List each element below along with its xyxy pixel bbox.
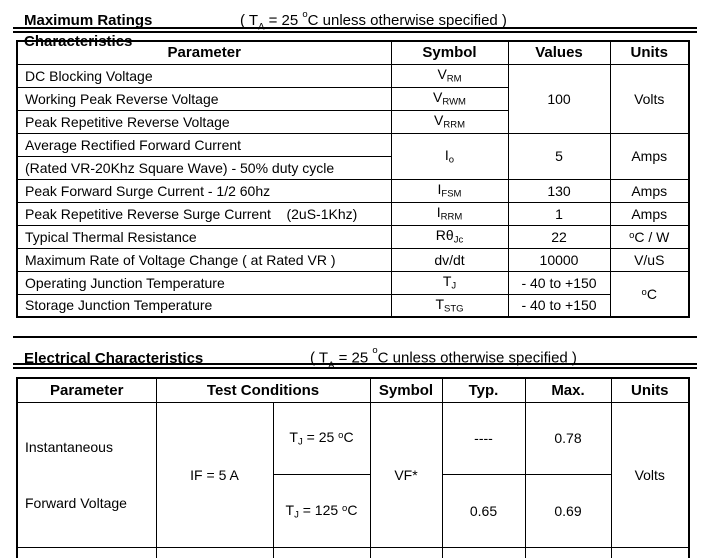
max-cell: 200 (524, 546, 612, 558)
units-cell: Amps (609, 201, 690, 226)
symbol-cell: IR* (369, 546, 443, 558)
value-cell: 130 (507, 178, 611, 203)
table-row: Typical Thermal Resistance RθJc 22 oC / … (16, 224, 690, 249)
typ-cell: ---- (441, 401, 526, 475)
col-header-max: Max. (524, 377, 612, 403)
col-header-parameter: Parameter (16, 40, 392, 65)
condition-cell: At VRM (155, 546, 274, 558)
value-cell: 10000 (507, 247, 611, 272)
param-line-2: Forward Voltage (25, 494, 127, 511)
col-header-test-conditions: Test Conditions (155, 377, 371, 403)
symbol-cell: VF* (369, 401, 443, 548)
col-header-units: Units (610, 377, 690, 403)
units-cell: oC (609, 270, 690, 318)
param-cell: Storage Junction Temperature (16, 293, 392, 318)
table-row: Storage Junction Temperature TSTG - 40 t… (16, 293, 689, 318)
param-cell: Typical Thermal Resistance (16, 224, 392, 249)
double-rule (13, 363, 697, 369)
value-cell: - 40 to +150 (507, 270, 611, 295)
symbol-cell: dv/dt (390, 247, 509, 272)
units-cell: Volts (609, 63, 690, 134)
electrical-temperature-note: ( TA = 25 oC unless otherwise specified … (310, 345, 577, 371)
param-cell: Instantaneous Forward Voltage (16, 401, 157, 548)
units-cell: Amps (609, 132, 690, 180)
condition-temp-cell: TJ = 25 oC (272, 401, 371, 475)
table-row: Operating Junction Temperature TJ - 40 t… (16, 270, 690, 318)
condition-temp-cell: TJ = 25 oC (272, 546, 371, 558)
condition-cell: IF = 5 A (155, 401, 274, 548)
value-cell: 5 (507, 132, 611, 180)
value-cell: 22 (507, 224, 611, 249)
table-row: TJ = 125 oC 0.65 0.69 (17, 474, 689, 548)
max-ratings-title: Maximum Ratings Characteristics (24, 11, 153, 50)
param-cell: Peak Forward Surge Current - 1/2 60hz (16, 178, 392, 203)
max-ratings-table: Parameter Symbol Values Units DC Blockin… (16, 40, 690, 318)
param-cell: Working Peak Reverse Voltage (16, 86, 392, 111)
value-cell: 1 (507, 201, 611, 226)
symbol-cell: RθJc (390, 224, 509, 249)
condition-temp-cell: TJ = 125 oC (272, 474, 371, 548)
col-header-symbol: Symbol (390, 40, 509, 65)
table-row: Maximum Rate of Voltage Change ( at Rate… (16, 247, 690, 272)
param-line-1: Instantaneous (25, 438, 113, 455)
symbol-cell: Io (390, 132, 509, 180)
electrical-table: Parameter Test Conditions Symbol Typ. Ma… (16, 377, 690, 558)
value-cell: 100 (507, 63, 611, 134)
col-header-units: Units (609, 40, 690, 65)
table-row: Instantaneous Reverse Current At VRM TJ … (16, 546, 690, 558)
param-cell: Peak Repetitive Reverse Surge Current (2… (16, 201, 392, 226)
param-cell: Average Rectified Forward Current (16, 132, 392, 157)
col-header-typ: Typ. (441, 377, 526, 403)
col-header-values: Values (507, 40, 611, 65)
max-ratings-header: Maximum Ratings Characteristics ( TA = 2… (0, 4, 704, 50)
value-cell: - 40 to +150 (507, 293, 611, 318)
units-cell: oC / W (609, 224, 690, 249)
table-header-row: Parameter Test Conditions Symbol Typ. Ma… (16, 377, 690, 403)
table-row: DC Blocking Voltage VRM 100 Volts (16, 63, 690, 134)
units-cell: uA (610, 546, 690, 558)
units-cell: Amps (609, 178, 690, 203)
param-cell: (Rated VR-20Khz Square Wave) - 50% duty … (16, 155, 392, 180)
typ-cell: ---- (441, 546, 526, 558)
typ-cell: 0.65 (441, 474, 526, 548)
col-header-parameter: Parameter (16, 377, 157, 403)
electrical-header: Electrical Characteristics ( TA = 25 oC … (0, 338, 704, 371)
max-cell: 0.69 (524, 474, 612, 548)
col-header-symbol: Symbol (369, 377, 443, 403)
param-cell: DC Blocking Voltage (16, 63, 392, 88)
symbol-cell: IRRM (390, 201, 509, 226)
param-cell: Operating Junction Temperature (16, 270, 392, 295)
max-cell: 0.78 (524, 401, 612, 475)
single-rule (13, 336, 697, 338)
units-cell: V/uS (609, 247, 690, 272)
table-row: (Rated VR-20Khz Square Wave) - 50% duty … (16, 155, 689, 180)
param-cell: Instantaneous Reverse Current (16, 546, 157, 558)
param-cell: Peak Repetitive Reverse Voltage (16, 109, 392, 134)
symbol-cell: TJ (390, 270, 509, 295)
units-cell: Volts (610, 401, 690, 548)
table-row: Peak Forward Surge Current - 1/2 60hz IF… (16, 178, 690, 203)
table-row: Instantaneous Forward Voltage IF = 5 A T… (16, 401, 690, 548)
param-cell: Maximum Rate of Voltage Change ( at Rate… (16, 247, 392, 272)
double-rule (13, 27, 697, 33)
symbol-cell: VRRM (390, 109, 509, 134)
datasheet-page: Maximum Ratings Characteristics ( TA = 2… (0, 4, 704, 558)
table-row: Average Rectified Forward Current Io 5 A… (16, 132, 690, 180)
electrical-title: Electrical Characteristics (24, 349, 204, 367)
symbol-cell: VRM (390, 63, 509, 88)
table-row: Peak Repetitive Reverse Surge Current (2… (16, 201, 690, 226)
max-ratings-temperature-note: ( TA = 25 oC unless otherwise specified … (240, 9, 507, 33)
symbol-cell: TSTG (390, 293, 509, 318)
symbol-cell: VRWM (390, 86, 509, 111)
symbol-cell: IFSM (390, 178, 509, 203)
